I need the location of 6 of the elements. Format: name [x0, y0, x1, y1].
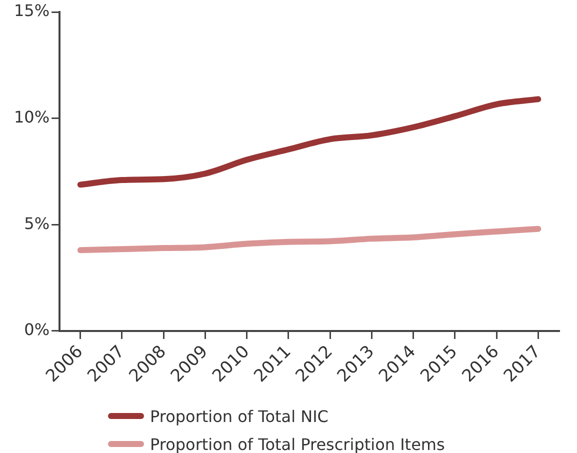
- y-tick-label: 10%: [14, 107, 50, 126]
- legend-label: Proportion of Total Prescription Items: [150, 434, 445, 453]
- y-tick-label: 0%: [24, 320, 50, 340]
- y-tick-label: 15%: [14, 1, 50, 20]
- y-tick-label: 5%: [24, 214, 50, 233]
- legend-label: Proportion of Total NIC: [150, 406, 328, 426]
